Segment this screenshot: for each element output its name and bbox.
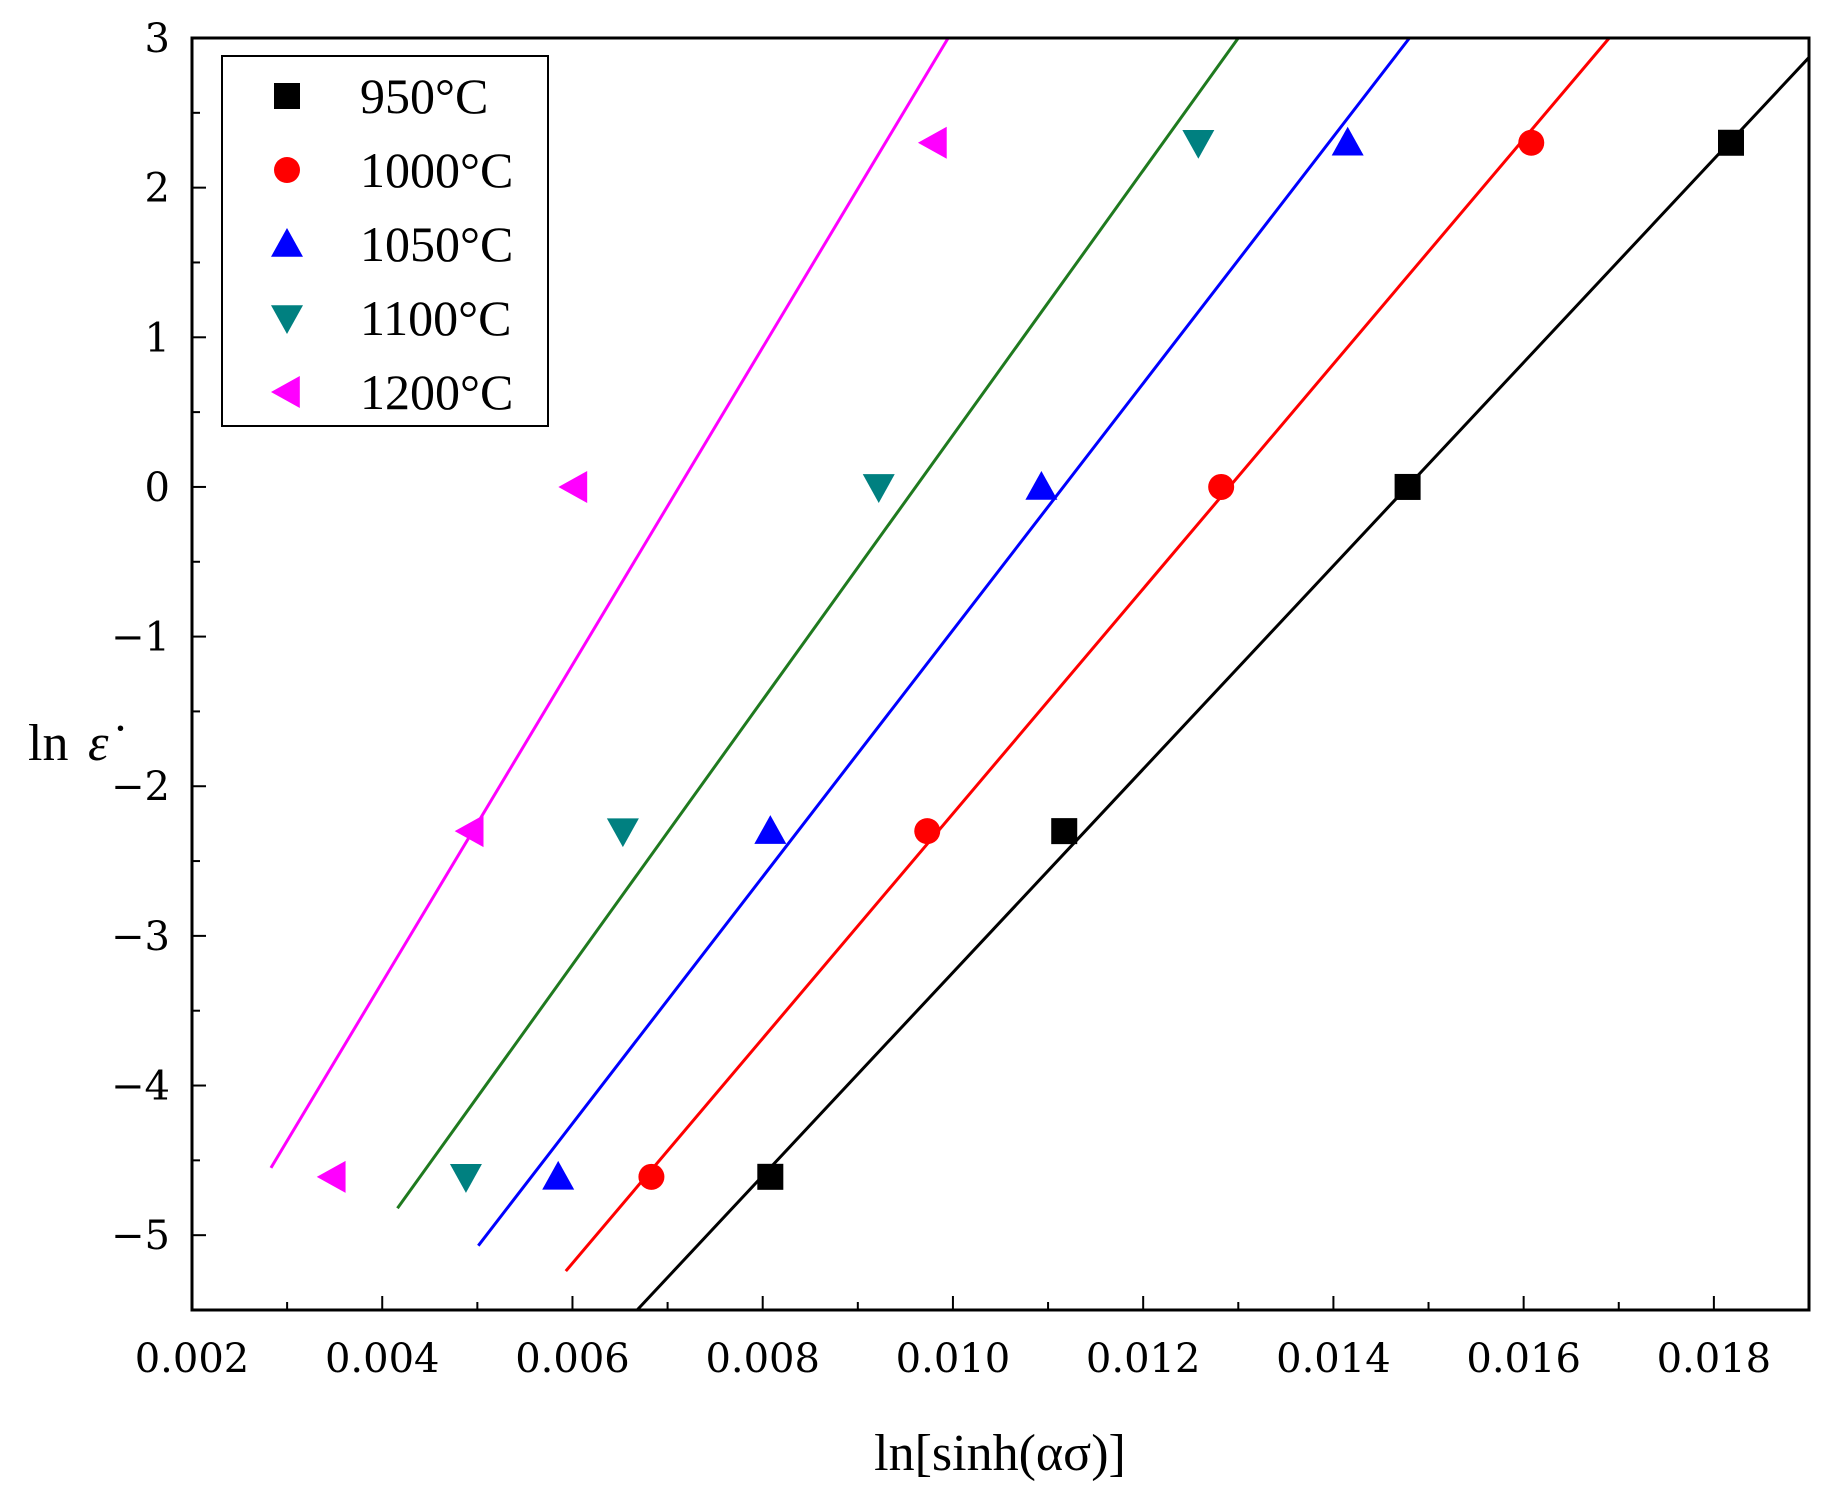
legend-marker-1100c [271,305,303,334]
x-axis-title: ln[sinh(ασ)] [874,1425,1126,1482]
data-point-1000c [1518,129,1545,156]
x-tick-label: 0.004 [325,1336,440,1382]
y-tick-label: −4 [111,1064,170,1110]
legend-marker-1200c [271,376,300,408]
y-tick-label: −2 [111,764,170,810]
x-tick-label: 0.018 [1657,1336,1772,1382]
y-tick-label: −1 [111,615,170,661]
y-tick-label: −3 [111,914,170,960]
legend-marker-1000c [274,157,300,183]
data-point-1050c [754,815,787,844]
y-tick-label: 3 [145,16,170,62]
data-point-1100c [862,474,895,503]
x-tick-label: 0.010 [896,1336,1011,1382]
x-tick-label: 0.014 [1276,1336,1391,1382]
x-tick-label: 0.008 [705,1336,820,1382]
data-point-950c [1051,818,1078,845]
fit-line-1050c [477,37,1411,1247]
fit-line-1200c [269,37,950,1169]
data-markers [316,126,1745,1193]
legend-box [221,55,549,427]
data-point-1050c [1025,470,1058,500]
x-tick-label: 0.012 [1086,1336,1201,1382]
legend-marker-950c [274,83,300,109]
y-tick-label: −5 [111,1213,170,1259]
legend-label: 1000°C [360,142,513,198]
data-point-1050c [542,1160,575,1190]
fit-line-1000c [564,37,1611,1273]
data-point-1000c [638,1163,665,1190]
y-tick-label: 1 [145,315,170,361]
x-tick-label: 0.016 [1466,1336,1581,1382]
data-point-1050c [1331,126,1364,156]
y-tick-label: 2 [145,166,170,212]
x-axis-ticks: 0.002 0.004 0.006 0.008 0.010 0.012 0.014 0.016… [135,1296,1771,1382]
y-tick-label: 0 [145,465,170,511]
data-point-1000c [1208,473,1235,500]
legend-label: 1100°C [360,290,512,346]
data-point-1200c [316,1160,346,1193]
legend-marker-1050c [271,228,303,257]
x-tick-label: 0.006 [515,1336,630,1382]
legend-label: 1050°C [360,216,513,272]
y-axis-title-text: ln [28,715,68,772]
data-point-1100c [606,818,639,848]
data-point-950c [757,1163,784,1190]
fit-line-1100c [396,37,1240,1210]
legend-label: 1200°C [360,364,513,420]
y-axis-ticks: 3 2 1 0 −1 −2 −3 −4 −5 [111,16,206,1311]
data-point-1000c [914,818,941,845]
fit-lines [269,37,1811,1312]
fit-line-950c [636,56,1811,1312]
x-tick-label: 0.002 [135,1336,250,1382]
data-point-1200c [558,470,588,503]
data-point-1200c [917,126,947,159]
data-point-1100c [449,1164,482,1193]
legend: 950°C 1000°C 1050°C 1100°C 1200°C [221,55,549,427]
plot-frame [190,36,1811,1312]
data-point-1200c [454,815,484,848]
data-point-950c [1394,473,1421,500]
data-point-1100c [1182,129,1215,159]
data-point-950c [1718,129,1745,156]
legend-label: 950°C [360,68,488,124]
